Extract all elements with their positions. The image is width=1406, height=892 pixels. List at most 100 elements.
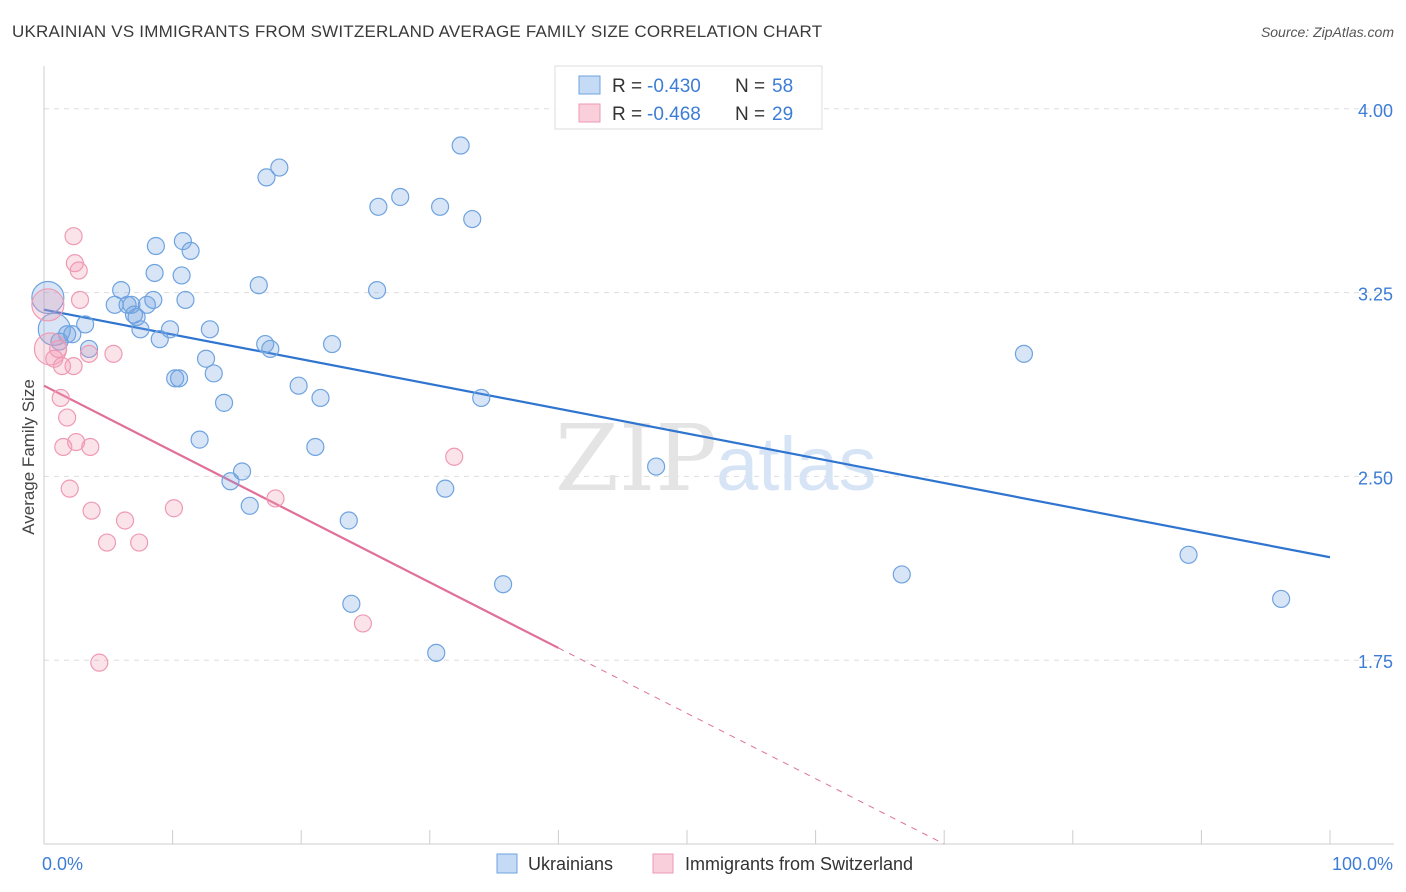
x-tick-labels: 0.0% 100.0% — [42, 854, 1393, 874]
bottom-legend-label-ukrainians: Ukrainians — [528, 854, 613, 874]
legend-n-label-ukrainians: N = — [735, 76, 765, 97]
point-swiss-17 — [82, 501, 101, 520]
legend-r-label-swiss: R = — [612, 104, 642, 125]
point-ukrainians-27 — [190, 430, 209, 449]
point-swiss-22 — [130, 533, 149, 552]
legend-swatch-ukrainians — [578, 75, 601, 95]
point-ukrainians-28 — [200, 320, 219, 339]
y-tick-label-2: 2.50 — [1358, 468, 1393, 488]
point-swiss-12 — [67, 432, 86, 452]
point-swiss-21 — [115, 511, 135, 530]
point-ukrainians-36 — [261, 339, 280, 359]
y-tick-label-3: 1.75 — [1358, 652, 1393, 672]
point-ukrainians-42 — [322, 334, 342, 354]
point-ukrainians-31 — [221, 472, 240, 491]
point-ukrainians-39 — [289, 376, 308, 395]
bottom-legend: Ukrainians Immigrants from Switzerland — [496, 853, 913, 874]
point-swiss-8 — [60, 479, 79, 498]
point-ukrainians-34 — [249, 276, 268, 295]
axes — [43, 66, 1394, 845]
point-ukrainians-24 — [173, 232, 192, 251]
point-ukrainians-16 — [131, 320, 150, 339]
bottom-legend-swatch-ukrainians — [496, 853, 518, 874]
point-ukrainians-44 — [342, 594, 361, 613]
point-ukrainians-4 — [63, 325, 82, 344]
point-swiss-19 — [97, 533, 117, 552]
point-ukrainians-57 — [1014, 344, 1034, 363]
point-ukrainians-26 — [196, 349, 216, 368]
trend-line-swiss — [43, 384, 559, 649]
point-ukrainians-37 — [257, 168, 276, 187]
y-axis-label: Average Family Size — [19, 379, 38, 535]
point-swiss-10 — [64, 227, 83, 246]
point-swiss-23 — [164, 499, 183, 518]
point-ukrainians-9 — [118, 295, 137, 314]
legend-n-value-ukrainians: 58 — [772, 76, 793, 97]
point-ukrainians-50 — [436, 479, 455, 498]
point-ukrainians-54 — [494, 575, 513, 594]
point-ukrainians-22 — [172, 266, 191, 285]
point-ukrainians-35 — [256, 334, 275, 354]
point-swiss-20 — [104, 344, 123, 363]
point-ukrainians-33 — [240, 496, 259, 515]
point-ukrainians-20 — [169, 369, 189, 388]
trend-lines — [43, 308, 1331, 845]
gridlines — [44, 108, 1394, 661]
point-ukrainians-51 — [451, 136, 470, 155]
point-swiss-4 — [51, 388, 70, 408]
point-ukrainians-45 — [367, 281, 387, 300]
point-ukrainians-30 — [214, 393, 234, 412]
legend-r-label-ukrainians: R = — [612, 76, 642, 97]
point-ukrainians-32 — [232, 462, 252, 481]
y-tick-label-1: 3.25 — [1358, 285, 1393, 305]
point-ukrainians-6 — [79, 339, 99, 359]
point-ukrainians-5 — [76, 315, 95, 334]
point-ukrainians-48 — [427, 643, 446, 662]
point-ukrainians-46 — [369, 197, 388, 216]
point-ukrainians-52 — [463, 209, 482, 229]
point-ukrainians-19 — [146, 236, 165, 256]
point-swiss-16 — [81, 437, 100, 457]
point-swiss-13 — [69, 261, 88, 280]
point-swiss-3 — [49, 339, 68, 359]
point-ukrainians-56 — [892, 565, 911, 584]
point-ukrainians-18 — [145, 263, 164, 283]
legend-r-value-swiss: -0.468 — [647, 104, 701, 125]
point-ukrainians-17 — [160, 320, 180, 339]
point-swiss-25 — [353, 614, 373, 633]
point-ukrainians-23 — [166, 369, 185, 388]
point-swiss-26 — [445, 447, 464, 466]
chart-title: UKRAINIAN VS IMMIGRANTS FROM SWITZERLAND… — [12, 22, 823, 41]
point-swiss-0 — [31, 288, 65, 322]
y-tick-labels: 4.00 3.25 2.50 1.75 — [1358, 101, 1393, 672]
point-swiss-9 — [64, 356, 83, 376]
point-ukrainians-38 — [270, 158, 289, 177]
trend-line-ukrainians — [43, 308, 1331, 559]
legend-r-value-ukrainians: -0.430 — [647, 76, 701, 97]
point-ukrainians-0 — [31, 280, 65, 315]
point-ukrainians-47 — [391, 187, 410, 207]
bottom-legend-swatch-swiss — [652, 853, 674, 874]
point-swiss-7 — [58, 408, 77, 427]
point-ukrainians-29 — [204, 364, 223, 383]
point-ukrainians-53 — [472, 388, 491, 408]
data-points — [31, 136, 1291, 672]
trend-line-swiss-extrapolated — [558, 647, 945, 845]
stats-legend: R = -0.430 N = 58 R = -0.468 N = 29 — [554, 65, 823, 130]
watermark-zip: ZIP — [555, 405, 717, 512]
bottom-legend-label-swiss: Immigrants from Switzerland — [685, 854, 913, 874]
point-swiss-15 — [79, 344, 99, 363]
point-ukrainians-25 — [181, 241, 200, 261]
point-ukrainians-55 — [647, 457, 666, 476]
point-swiss-2 — [45, 349, 64, 368]
point-ukrainians-40 — [306, 437, 325, 457]
legend-n-label-swiss: N = — [735, 104, 765, 125]
source-label: Source: ZipAtlas.com — [1260, 24, 1394, 40]
legend-swatch-swiss — [578, 103, 601, 123]
point-ukrainians-49 — [430, 197, 450, 216]
point-ukrainians-59 — [1272, 589, 1291, 609]
legend-n-value-swiss: 29 — [772, 104, 793, 125]
point-swiss-24 — [266, 489, 285, 508]
point-ukrainians-43 — [339, 511, 358, 530]
